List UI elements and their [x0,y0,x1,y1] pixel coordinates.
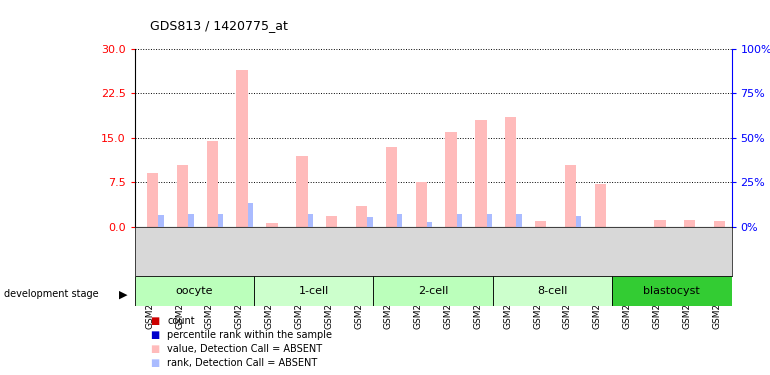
Bar [218,213,223,227]
Text: value, Detection Call = ABSENT: value, Detection Call = ABSENT [167,344,322,354]
Bar [427,222,432,227]
Bar [612,276,731,306]
Text: 8-cell: 8-cell [537,286,567,296]
Bar [576,216,581,227]
Text: oocyte: oocyte [176,286,213,296]
Bar [397,214,403,227]
Bar [386,147,397,227]
Bar [493,276,612,306]
Bar [594,184,606,227]
Text: 2-cell: 2-cell [418,286,448,296]
Bar [517,213,522,227]
Text: ■: ■ [150,358,159,368]
Bar [206,141,218,227]
Bar [296,156,307,227]
Bar [356,206,367,227]
Text: percentile rank within the sample: percentile rank within the sample [167,330,332,340]
Bar [475,120,487,227]
Text: GDS813 / 1420775_at: GDS813 / 1420775_at [150,19,288,32]
Bar [445,132,457,227]
Bar [487,213,492,227]
Bar [147,173,159,227]
Bar [159,215,164,227]
Bar [177,165,188,227]
Bar [654,220,665,227]
Bar [248,203,253,227]
Text: ■: ■ [150,344,159,354]
Text: ■: ■ [150,316,159,326]
Bar [373,276,493,306]
Bar [188,214,193,227]
Bar [326,216,337,227]
Bar [135,276,254,306]
Text: count: count [167,316,195,326]
Text: ▶: ▶ [119,290,128,299]
Bar [457,213,462,227]
Bar [266,223,278,227]
Bar [714,221,725,227]
Text: development stage: development stage [4,290,99,299]
Bar [505,117,517,227]
Bar [254,276,373,306]
Text: rank, Detection Call = ABSENT: rank, Detection Call = ABSENT [167,358,317,368]
Bar [367,217,373,227]
Bar [236,69,248,227]
Text: 1-cell: 1-cell [299,286,329,296]
Text: blastocyst: blastocyst [644,286,700,296]
Bar [416,182,427,227]
Bar [307,214,313,227]
Bar [684,220,695,227]
Bar [564,165,576,227]
Bar [535,221,546,227]
Text: ■: ■ [150,330,159,340]
